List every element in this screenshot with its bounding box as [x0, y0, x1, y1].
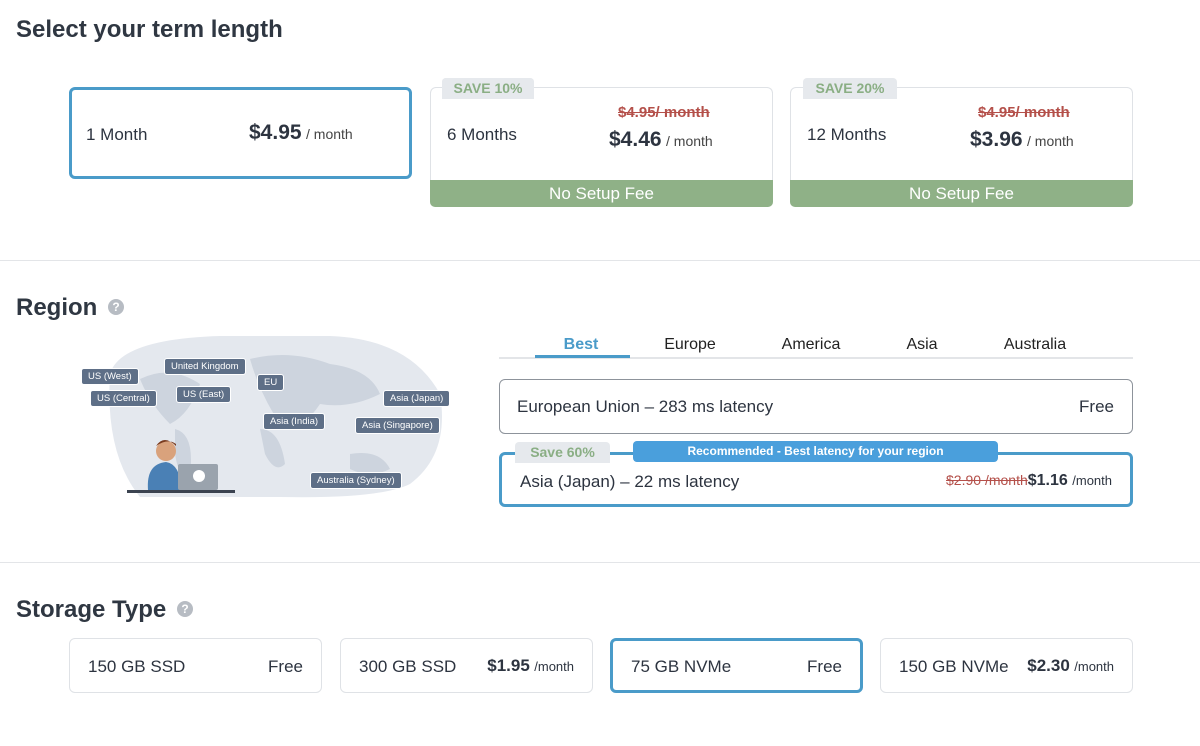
tab[interactable]: America [781, 336, 841, 353]
price: $3.96 [970, 128, 1023, 151]
storage-name: 75 GB NVMe [631, 657, 732, 676]
recommended-badge: Recommended - Best latency for your regi… [633, 441, 998, 462]
unit: /month [534, 659, 574, 674]
storage-option[interactable]: 75 GB NVMe Free [610, 638, 863, 693]
laptop-logo [193, 470, 205, 482]
price: $2.30 [1027, 656, 1070, 675]
price: $4.95 [249, 121, 302, 144]
map-label: Australia (Sydney) [310, 472, 402, 489]
section-title: Select your term length [16, 16, 283, 43]
term-card[interactable]: SAVE 20% 12 Months $4.95/ month $3.96 / … [790, 78, 1133, 208]
region-price: $2.90 /month$1.16 /month [946, 472, 1112, 490]
desk [127, 490, 235, 493]
setup-fee: No Setup Fee [790, 180, 1133, 207]
term-name: 6 Months [447, 125, 517, 144]
term-price: $4.46 / month [609, 128, 713, 152]
tab[interactable]: Asia [906, 336, 938, 353]
map-label: Asia (Japan) [383, 390, 451, 407]
save-badge: SAVE 20% [803, 78, 897, 99]
save-badge: SAVE 10% [442, 78, 534, 99]
unit: /month [1074, 659, 1114, 674]
region-price: Free [1079, 397, 1114, 416]
person-body [147, 462, 182, 490]
setup-fee: No Setup Fee [430, 180, 773, 207]
person-head [156, 441, 176, 461]
region-option[interactable]: European Union – 283 ms latency Free [499, 379, 1133, 434]
storage-price: Free [268, 657, 303, 676]
map-label: US (West) [81, 368, 139, 385]
term-price: $3.96 / month [970, 128, 1074, 152]
term-price: $4.95 / month [249, 121, 353, 145]
section-title: Region [16, 294, 98, 321]
storage-name: 150 GB NVMe [899, 657, 1009, 676]
unit: / month [1027, 133, 1074, 149]
price: $4.46 [609, 128, 662, 151]
map-label: US (East) [176, 386, 232, 403]
storage-option[interactable]: 150 GB SSD Free [69, 638, 322, 693]
old-price: $4.95/ month [618, 104, 710, 121]
map-label: Asia (India) [263, 413, 326, 430]
save-badge: Save 60% [515, 442, 610, 463]
map-label: EU [257, 374, 285, 391]
continents [140, 355, 390, 477]
map-label: US (Central) [90, 390, 157, 407]
old-price: $4.95/ month [978, 104, 1070, 121]
unit: / month [666, 133, 713, 149]
tab-indicator [535, 355, 630, 358]
price: $1.16 [1027, 472, 1068, 489]
person-hair [156, 440, 176, 446]
tab-rule [499, 357, 1133, 359]
term-card[interactable]: 1 Month $4.95 / month [69, 87, 412, 179]
storage-name: 150 GB SSD [88, 657, 186, 676]
tab[interactable]: Australia [1003, 336, 1067, 353]
old-price: $2.90 /month [946, 472, 1028, 488]
price: $1.95 [487, 656, 530, 675]
tab[interactable]: Best [563, 336, 599, 353]
storage-option[interactable]: 300 GB SSD $1.95 /month [340, 638, 593, 693]
storage-option[interactable]: 150 GB NVMe $2.30 /month [880, 638, 1133, 693]
region-name: European Union – 283 ms latency [517, 397, 774, 416]
section-title: Storage Type [16, 596, 167, 623]
region-name: Asia (Japan) – 22 ms latency [520, 472, 740, 491]
storage-price: Free [807, 657, 842, 676]
help-icon[interactable]: ? [108, 299, 124, 315]
term-name: 12 Months [807, 125, 887, 144]
unit: /month [1072, 473, 1112, 488]
storage-price: $1.95 /month [487, 656, 574, 676]
divider [0, 260, 1200, 261]
storage-name: 300 GB SSD [359, 657, 457, 676]
term-name: 1 Month [86, 125, 148, 144]
card-body [790, 87, 1133, 182]
map-label: United Kingdom [164, 358, 246, 375]
help-icon[interactable]: ? [177, 601, 193, 617]
unit: / month [306, 126, 353, 142]
map-label: Asia (Singapore) [355, 417, 440, 434]
tab[interactable]: Europe [664, 336, 716, 353]
divider [0, 562, 1200, 563]
storage-price: $2.30 /month [1027, 656, 1114, 676]
term-card[interactable]: SAVE 10% SAVE 10% 6 Months $4.95/ month … [430, 78, 773, 208]
card-body [430, 87, 773, 182]
